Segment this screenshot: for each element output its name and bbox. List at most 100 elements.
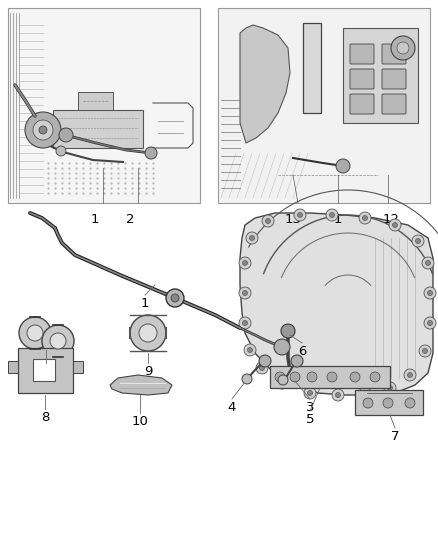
FancyBboxPatch shape bbox=[18, 348, 73, 393]
Circle shape bbox=[424, 287, 436, 299]
Circle shape bbox=[42, 325, 74, 357]
Text: 6: 6 bbox=[298, 345, 306, 358]
Text: 1: 1 bbox=[141, 297, 149, 310]
Circle shape bbox=[166, 289, 184, 307]
Circle shape bbox=[247, 348, 252, 352]
Circle shape bbox=[383, 398, 393, 408]
Polygon shape bbox=[110, 375, 172, 395]
FancyBboxPatch shape bbox=[303, 23, 321, 113]
Circle shape bbox=[329, 213, 335, 217]
FancyBboxPatch shape bbox=[33, 359, 55, 381]
Circle shape bbox=[239, 257, 251, 269]
Circle shape bbox=[239, 287, 251, 299]
Circle shape bbox=[139, 324, 157, 342]
FancyBboxPatch shape bbox=[343, 28, 418, 123]
Text: 11: 11 bbox=[38, 365, 54, 378]
Circle shape bbox=[259, 355, 271, 367]
Polygon shape bbox=[240, 213, 433, 395]
Circle shape bbox=[290, 372, 300, 382]
Circle shape bbox=[389, 219, 401, 231]
Circle shape bbox=[243, 320, 247, 326]
Circle shape bbox=[427, 320, 432, 326]
Text: 3: 3 bbox=[306, 401, 314, 414]
FancyBboxPatch shape bbox=[350, 94, 374, 114]
FancyBboxPatch shape bbox=[382, 44, 406, 64]
Circle shape bbox=[397, 42, 409, 54]
Circle shape bbox=[256, 362, 268, 374]
Text: 8: 8 bbox=[41, 411, 49, 424]
FancyBboxPatch shape bbox=[350, 69, 374, 89]
Text: 2: 2 bbox=[126, 213, 134, 226]
Polygon shape bbox=[8, 361, 18, 373]
Text: 9: 9 bbox=[144, 365, 152, 378]
Circle shape bbox=[59, 128, 73, 142]
Circle shape bbox=[294, 209, 306, 221]
Circle shape bbox=[427, 290, 432, 295]
Circle shape bbox=[243, 261, 247, 265]
Circle shape bbox=[407, 373, 413, 377]
Circle shape bbox=[425, 261, 431, 265]
Text: 13: 13 bbox=[285, 213, 301, 226]
Circle shape bbox=[404, 369, 416, 381]
FancyBboxPatch shape bbox=[53, 110, 143, 148]
Circle shape bbox=[265, 219, 271, 223]
FancyBboxPatch shape bbox=[350, 44, 374, 64]
Circle shape bbox=[33, 120, 53, 140]
Circle shape bbox=[274, 339, 290, 355]
Circle shape bbox=[39, 126, 47, 134]
Text: 1: 1 bbox=[91, 213, 99, 226]
Circle shape bbox=[291, 355, 303, 367]
Text: 5: 5 bbox=[306, 413, 314, 426]
FancyBboxPatch shape bbox=[355, 390, 423, 415]
Circle shape bbox=[392, 222, 398, 228]
FancyBboxPatch shape bbox=[270, 366, 390, 388]
Circle shape bbox=[423, 349, 427, 353]
Circle shape bbox=[279, 381, 285, 385]
Circle shape bbox=[370, 372, 380, 382]
Circle shape bbox=[246, 232, 258, 244]
Text: 4: 4 bbox=[228, 401, 236, 414]
Circle shape bbox=[391, 36, 415, 60]
Circle shape bbox=[278, 375, 288, 385]
FancyBboxPatch shape bbox=[78, 92, 113, 110]
Circle shape bbox=[424, 317, 436, 329]
Circle shape bbox=[275, 372, 285, 382]
Circle shape bbox=[307, 372, 317, 382]
Circle shape bbox=[19, 317, 51, 349]
Circle shape bbox=[350, 372, 360, 382]
Circle shape bbox=[304, 387, 316, 399]
Polygon shape bbox=[73, 361, 83, 373]
Text: 12: 12 bbox=[382, 213, 399, 226]
Circle shape bbox=[336, 392, 340, 398]
Polygon shape bbox=[28, 335, 65, 347]
Circle shape bbox=[250, 236, 254, 240]
Text: 10: 10 bbox=[131, 415, 148, 428]
Circle shape bbox=[171, 294, 179, 302]
FancyBboxPatch shape bbox=[218, 8, 430, 203]
Circle shape bbox=[363, 398, 373, 408]
Circle shape bbox=[276, 377, 288, 389]
Circle shape bbox=[326, 209, 338, 221]
Circle shape bbox=[332, 389, 344, 401]
Circle shape bbox=[416, 238, 420, 244]
Circle shape bbox=[359, 387, 371, 399]
Circle shape bbox=[359, 212, 371, 224]
Circle shape bbox=[50, 333, 66, 349]
Circle shape bbox=[336, 159, 350, 173]
Circle shape bbox=[239, 317, 251, 329]
Circle shape bbox=[56, 146, 66, 156]
Text: 1: 1 bbox=[334, 213, 342, 226]
Circle shape bbox=[145, 147, 157, 159]
Circle shape bbox=[242, 374, 252, 384]
Circle shape bbox=[244, 344, 256, 356]
FancyBboxPatch shape bbox=[382, 69, 406, 89]
Text: 7: 7 bbox=[391, 430, 399, 443]
Circle shape bbox=[412, 235, 424, 247]
Circle shape bbox=[281, 324, 295, 338]
Circle shape bbox=[307, 391, 312, 395]
Polygon shape bbox=[240, 25, 290, 143]
Circle shape bbox=[27, 325, 43, 341]
FancyBboxPatch shape bbox=[8, 8, 200, 203]
Circle shape bbox=[388, 385, 392, 391]
Circle shape bbox=[262, 215, 274, 227]
